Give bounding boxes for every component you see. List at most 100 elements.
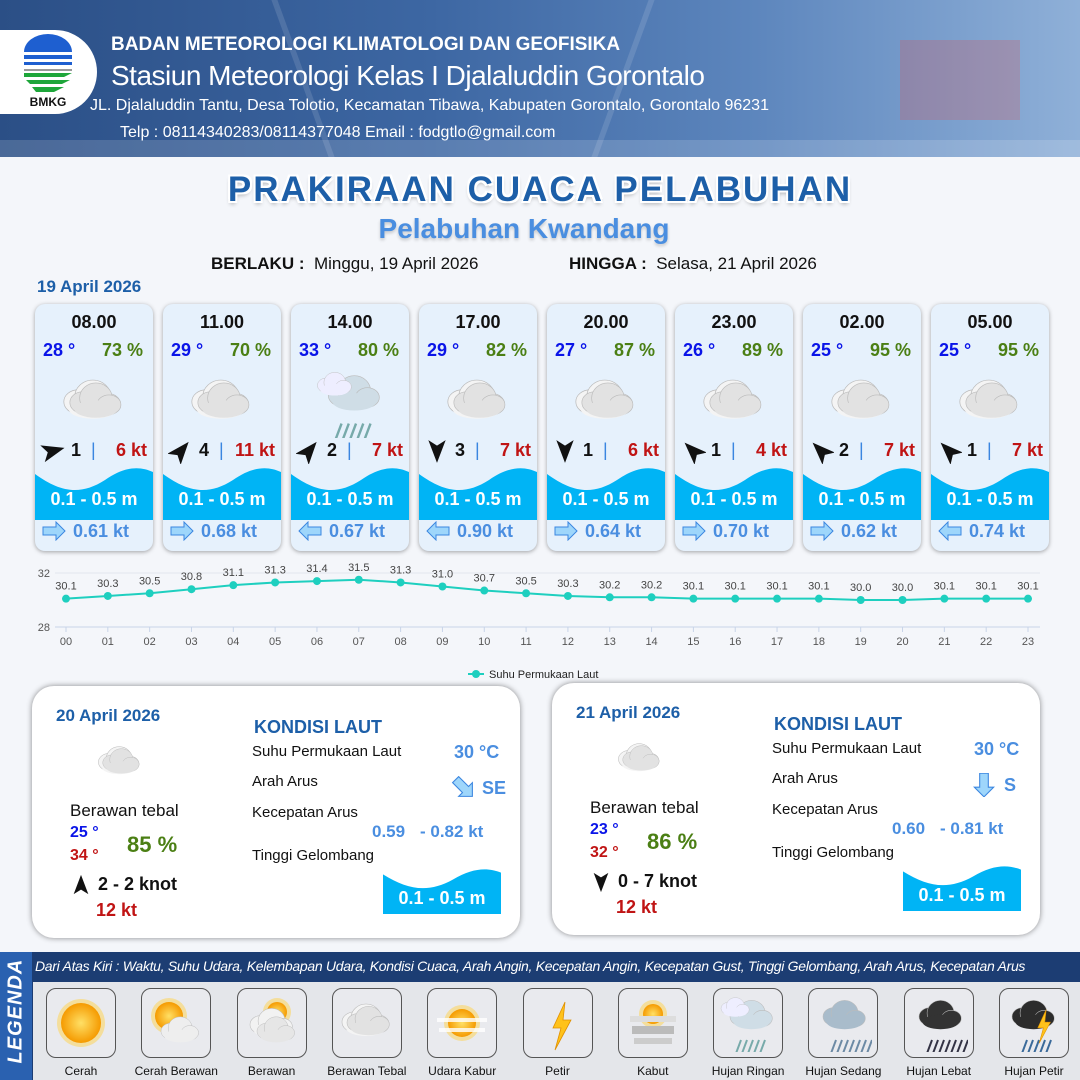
wave-icon [675,462,793,520]
page-title: PRAKIRAAN CUACA PELABUHAN [227,170,853,209]
legend-item: Hujan Sedang [795,988,891,1078]
wave-icon [803,462,921,520]
separator: | [603,440,608,460]
wave-height: 0.1 - 0.5 m [434,489,522,509]
data-label: 30.0 [892,582,913,594]
wave-height: 0.1 - 0.5 m [398,888,486,908]
sea-condition-title: KONDISI LAUT [254,717,382,737]
data-label: 30.1 [683,581,704,593]
page-subtitle: Pelabuhan Kwandang [378,213,670,244]
forecast-time: 08.00 [71,312,117,332]
legend-tag: LEGENDA [0,952,32,1080]
data-label: 31.3 [390,564,411,576]
gust-speed: 12 kt [616,897,658,917]
wind-speed: 1 [711,440,722,460]
petir-icon [522,988,593,1058]
legend-item-label: Cerah [64,1064,98,1078]
sst-point [396,578,405,587]
station-address: JL. Djalaluddin Tantu, Desa Tolotio, Kec… [90,97,769,114]
berawan-tebal-icon [59,368,129,438]
bmkg-logo: BMKG [0,30,97,114]
sst-point [187,585,196,594]
data-label: 30.1 [55,581,76,593]
wind-direction-icon [552,438,578,464]
sst-point [438,582,447,591]
wind-speed: 1 [967,440,978,460]
hourly-forecast-card: 23.00 26 ° 89 % 1 | 4 kt 0.1 - 0.5 m 0.7… [675,304,793,551]
sst-point [522,589,531,598]
legend-item: Udara Kabur [414,988,510,1078]
legend-item-label: Berawan Tebal [327,1064,407,1078]
legend-item-label: Berawan [247,1064,296,1078]
sst-point [62,594,70,603]
kabut-icon [617,988,688,1058]
legend-item: Hujan Lebat [891,988,987,1078]
berawan-tebal-icon [443,368,513,438]
wave-height: 0.1 - 0.5 m [562,489,650,509]
separator: | [987,440,992,460]
data-label: 30.1 [725,581,746,593]
berawan-tebal-icon [610,735,670,785]
y-tick-label: 32 [38,568,50,580]
sst-point [940,594,949,603]
berawan-tebal-icon [187,368,257,438]
x-tick-label: 10 [478,636,490,648]
daily-forecast-panel: 21 April 2026 Berawan tebal 23 ° 32 ° 86… [552,683,1040,935]
sea-surface-temperature-chart: 28 32 00 01 02 03 04 05 06 07 08 09 10 11 12 13 14 15 16 17… [38,562,1040,681]
forecast-time: 05.00 [967,312,1013,332]
legend-item: Berawan Tebal [319,988,415,1078]
air-temperature: 28 ° [43,340,76,360]
gust-speed: 7 kt [371,440,403,460]
wave-icon [547,462,665,520]
data-label: 31.4 [306,563,327,575]
wind-speed: 4 [199,440,210,460]
current-direction-icon [425,520,451,542]
agency-name: BADAN METEOROLOGI KLIMATOLOGI DAN GEOFIS… [111,34,621,55]
wave-icon [383,864,501,914]
gust-row: | 6 kt [91,440,151,461]
max-temperature: 32 ° [590,844,619,861]
data-label: 30.8 [181,571,202,583]
forecast-time: 17.00 [455,312,501,332]
hourly-forecast-card: 20.00 27 ° 87 % 1 | 6 kt 0.1 - 0.5 m 0.6… [547,304,665,551]
wind-direction-icon [40,438,66,464]
wave-height: 0.1 - 0.5 m [306,489,394,509]
wind-direction-icon [70,874,92,896]
legend-item: Hujan Petir [986,988,1080,1078]
current-direction-icon [169,520,195,542]
legend-label: Suhu Permukaan Laut [489,669,598,681]
sst-point [856,596,865,604]
legend-item-label: Hujan Ringan [711,1064,785,1078]
sst-point [271,578,280,587]
gust-speed: 12 kt [96,900,138,920]
legend-item-label: Hujan Petir [1004,1064,1064,1078]
sst-point [103,591,112,600]
legend-item: Berawan [224,988,320,1078]
weather-condition: Berawan tebal [70,801,179,820]
panel-date: 21 April 2026 [576,703,681,722]
data-label: 30.1 [808,581,829,593]
legend-tag-text: LEGENDA [4,958,27,1064]
header-banner [0,0,1080,157]
air-temperature: 25 ° [939,340,972,360]
legend-item-label: Hujan Lebat [906,1064,972,1078]
sst-point [731,594,740,603]
forecast-time: 11.00 [199,312,245,332]
humidity: 73 % [101,340,143,360]
gust-speed: 6 kt [627,440,659,460]
gust-speed: 7 kt [499,440,531,460]
wind-arrow-icon [556,440,574,463]
wave-height: 0.1 - 0.5 m [946,489,1034,509]
gust-row: | 6 kt [603,440,663,461]
sst-point [1024,594,1032,603]
hujan-petir-icon [999,988,1069,1058]
current-direction-icon [809,520,835,542]
separator: | [731,440,736,460]
data-label: 30.3 [557,578,578,590]
wind-direction-icon [295,438,322,465]
current-direction-icon [297,520,323,542]
air-temperature: 25 ° [811,340,844,360]
sst-point [647,593,656,602]
current-speed-max: - 0.81 kt [940,819,1004,838]
gust-speed: 7 kt [883,440,915,460]
